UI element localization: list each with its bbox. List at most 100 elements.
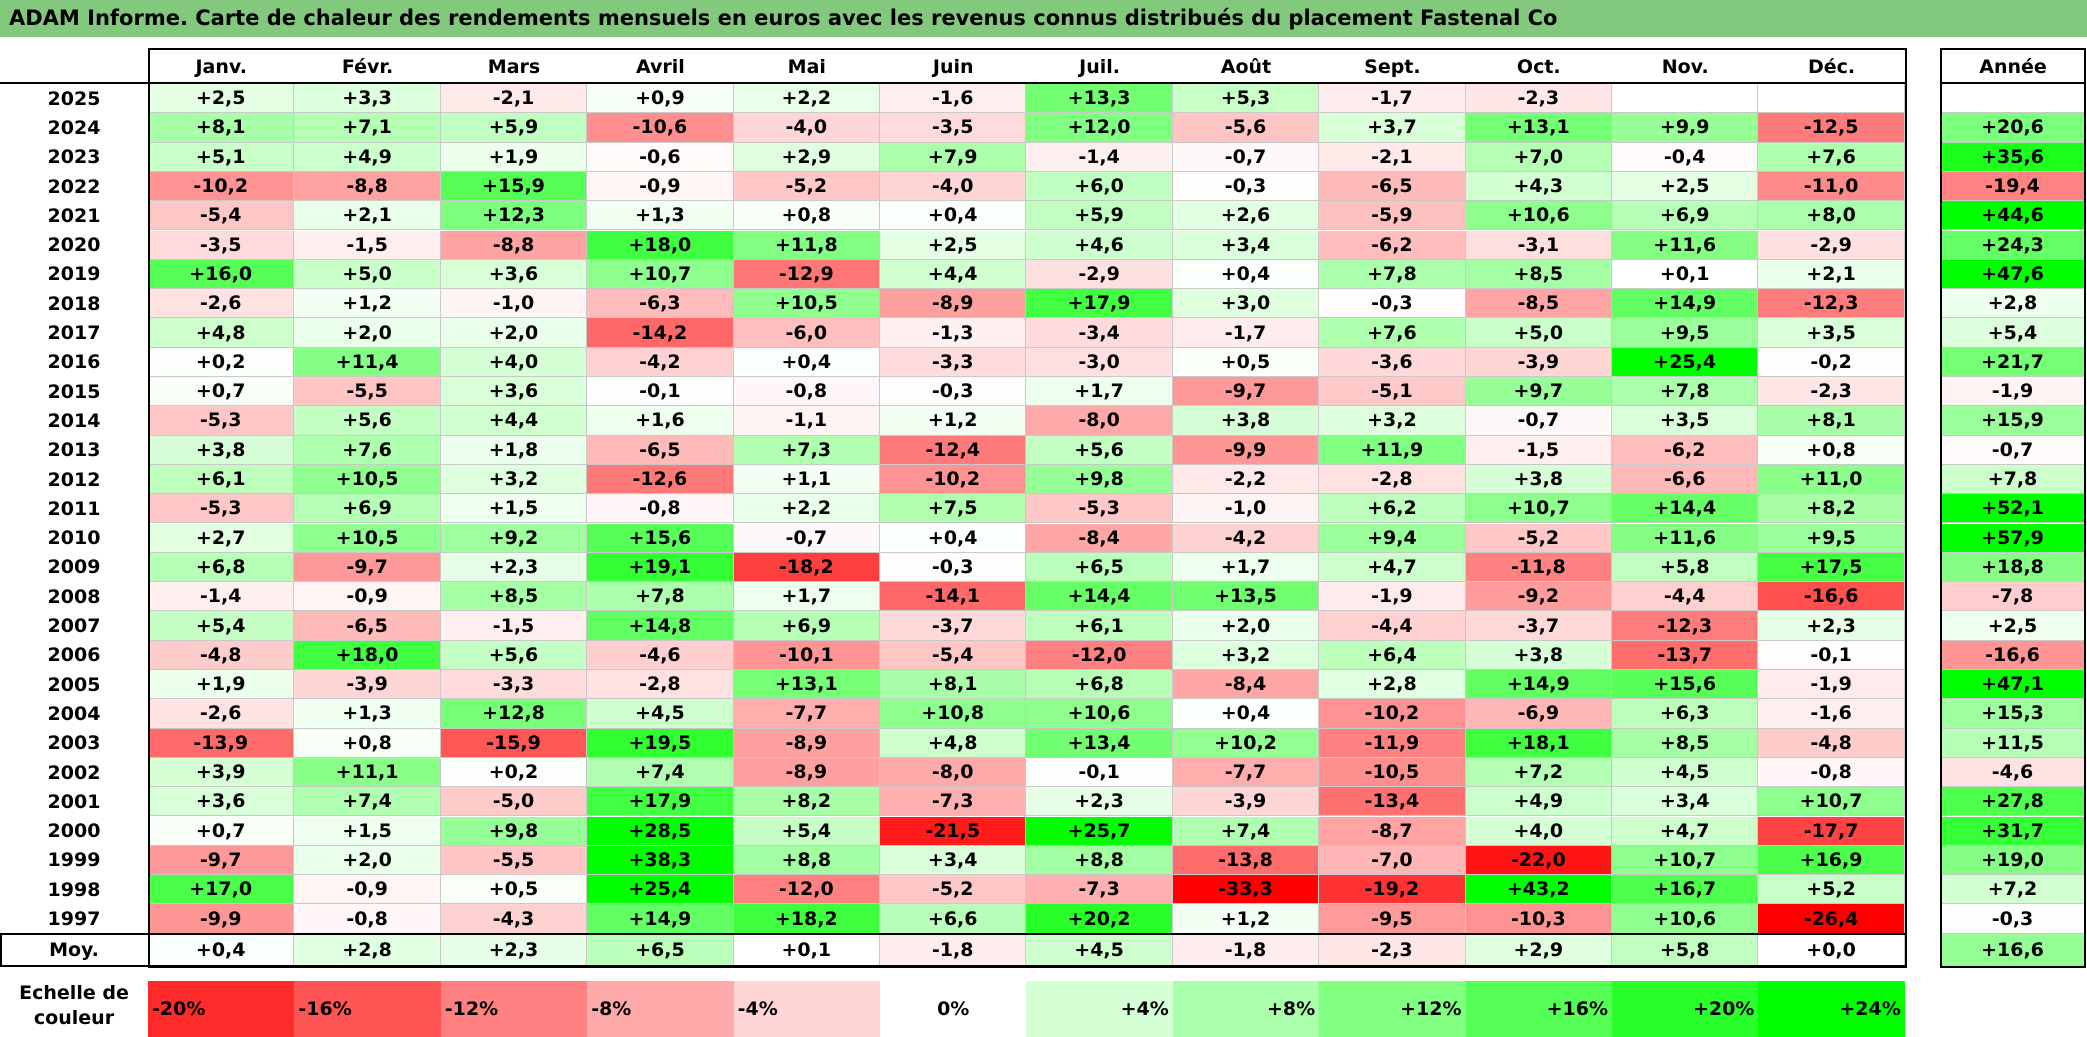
annual-cell: +11,5 — [1940, 728, 2086, 758]
heatmap-cell: -7,3 — [880, 787, 1027, 817]
heatmap-cell: +12,8 — [440, 699, 588, 729]
heatmap-cell: +5,9 — [440, 113, 588, 143]
heatmap-cell: -5,9 — [1319, 201, 1466, 231]
heatmap-cell: -9,7 — [148, 845, 295, 876]
month-header: Mai — [733, 50, 880, 83]
heatmap-cell: +5,4 — [148, 611, 295, 641]
heatmap-cell: -4,8 — [148, 640, 295, 670]
color-scale-swatch: -20% — [148, 981, 295, 1037]
heatmap-cell: -3,4 — [1026, 318, 1173, 348]
annual-cell: +47,1 — [1940, 670, 2086, 700]
heatmap-cell: +3,4 — [1172, 230, 1320, 260]
heatmap-cell: +2,6 — [1172, 201, 1320, 231]
heatmap-cell: +10,8 — [880, 699, 1027, 729]
heatmap-cell: -4,4 — [1319, 611, 1466, 641]
year-label: 2024 — [0, 113, 148, 143]
heatmap-cell: +2,0 — [294, 318, 441, 348]
heatmap-cell: -4,3 — [440, 904, 588, 934]
heatmap-cell: -9,2 — [1465, 582, 1612, 612]
heatmap-cell: +18,0 — [294, 640, 441, 670]
heatmap-cell: +0,8 — [733, 201, 880, 231]
heatmap-cell: -22,0 — [1465, 845, 1612, 876]
heatmap-cell: +5,6 — [294, 406, 441, 436]
heatmap-cell: +19,1 — [587, 552, 734, 583]
heatmap-cell: +8,2 — [1758, 494, 1905, 524]
heatmap-cell: +10,6 — [1612, 904, 1759, 934]
heatmap-cell: +3,8 — [1465, 640, 1612, 670]
heatmap-cell: +5,1 — [148, 142, 295, 172]
heatmap-cell: +15,9 — [440, 171, 588, 202]
heatmap-cell: +9,9 — [1612, 113, 1759, 143]
heatmap-cell: +6,1 — [148, 464, 295, 495]
annual-cell: +31,7 — [1940, 816, 2086, 846]
heatmap-cell: +25,4 — [587, 875, 734, 905]
heatmap-cell: -6,3 — [587, 289, 734, 319]
month-header: Nov. — [1612, 50, 1759, 83]
heatmap-cell: +16,9 — [1758, 845, 1905, 876]
heatmap-cell: -12,3 — [1758, 289, 1905, 319]
heatmap-cell: -0,4 — [1612, 142, 1759, 172]
heatmap-cell: -7,7 — [733, 699, 880, 729]
heatmap-cell: -12,9 — [733, 259, 880, 290]
heatmap-cell: -3,9 — [1172, 787, 1320, 817]
heatmap-cell: +6,9 — [733, 611, 880, 641]
heatmap-cell: -6,5 — [294, 611, 441, 641]
average-cell: -1,8 — [1172, 934, 1320, 966]
heatmap-cell: -21,5 — [880, 816, 1027, 846]
heatmap-cell: +0,8 — [1758, 435, 1905, 465]
heatmap-cell: -5,6 — [1172, 113, 1320, 143]
heatmap-cell: -8,9 — [880, 289, 1027, 319]
heatmap-cell: -0,8 — [1758, 757, 1905, 788]
month-header: Août — [1172, 50, 1320, 83]
heatmap-cell: +0,1 — [1612, 259, 1759, 290]
heatmap-cell: +1,5 — [294, 816, 441, 846]
heatmap-cell: +3,9 — [148, 757, 295, 788]
heatmap-cell: +0,7 — [148, 377, 295, 407]
heatmap-cell: -0,3 — [1319, 289, 1466, 319]
heatmap-cell: +10,5 — [733, 289, 880, 319]
year-label: 2019 — [0, 259, 148, 290]
heatmap-cell: -12,0 — [1026, 640, 1173, 670]
annual-cell: +7,8 — [1940, 464, 2086, 495]
heatmap-cell: +6,5 — [1026, 552, 1173, 583]
heatmap-cell: -6,2 — [1612, 435, 1759, 465]
average-cell: +0,1 — [733, 934, 880, 966]
heatmap-cell: +7,4 — [294, 787, 441, 817]
heatmap-cell: -3,9 — [294, 670, 441, 700]
heatmap-cell: +0,4 — [1172, 699, 1320, 729]
heatmap-cell: +4,5 — [587, 699, 734, 729]
heatmap-cell: +7,2 — [1465, 757, 1612, 788]
heatmap-cell: +6,0 — [1026, 171, 1173, 202]
heatmap-cell: +9,2 — [440, 523, 588, 553]
heatmap-cell: +10,7 — [1465, 494, 1612, 524]
heatmap-cell: -8,4 — [1172, 670, 1320, 700]
heatmap-cell: +3,6 — [148, 787, 295, 817]
heatmap-cell: -0,9 — [294, 582, 441, 612]
annual-cell: +19,0 — [1940, 845, 2086, 876]
heatmap-cell: +8,8 — [733, 845, 880, 876]
annual-cell: +2,5 — [1940, 611, 2086, 641]
heatmap-cell: +15,6 — [1612, 670, 1759, 700]
heatmap-cell: +2,2 — [733, 84, 880, 114]
heatmap-cell: +9,8 — [1026, 464, 1173, 495]
heatmap-cell: +4,4 — [880, 259, 1027, 290]
heatmap-cell: +1,7 — [1172, 552, 1320, 583]
heatmap-cell: +5,8 — [1612, 552, 1759, 583]
heatmap-cell: -1,0 — [440, 289, 588, 319]
year-label: 2005 — [0, 670, 148, 700]
heatmap-cell: +6,6 — [880, 904, 1027, 934]
heatmap-cell: +1,7 — [733, 582, 880, 612]
color-scale-swatch: +24% — [1758, 981, 1905, 1037]
heatmap-cell: -0,9 — [587, 171, 734, 202]
heatmap-cell: +8,5 — [440, 582, 588, 612]
heatmap-cell: +1,8 — [440, 435, 588, 465]
annual-cell: +15,9 — [1940, 406, 2086, 436]
heatmap-cell: +11,9 — [1319, 435, 1466, 465]
annual-cell — [1940, 84, 2086, 114]
heatmap-cell: -13,4 — [1319, 787, 1466, 817]
annual-cell: +52,1 — [1940, 494, 2086, 524]
heatmap-cell: -1,3 — [880, 318, 1027, 348]
heatmap-cell: +18,1 — [1465, 728, 1612, 758]
color-scale-swatch: -12% — [440, 981, 588, 1037]
year-label: 2021 — [0, 201, 148, 231]
